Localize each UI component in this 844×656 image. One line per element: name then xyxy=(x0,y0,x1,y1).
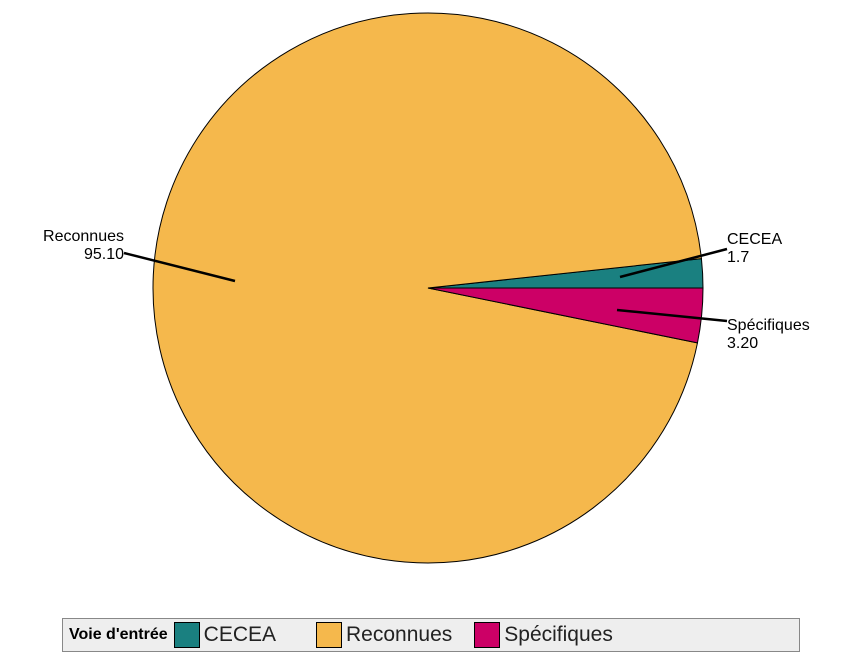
pie-slice-specifiques xyxy=(427,287,704,344)
legend-swatch-cecea xyxy=(173,622,200,648)
leader-line-reconnues xyxy=(123,251,236,283)
legend-label-reconnues: Reconnues xyxy=(346,623,453,646)
slice-value-reconnues: 95.10 xyxy=(84,246,124,263)
legend-label-cecea: CECEA xyxy=(203,623,277,646)
legend-item-cecea: CECEA xyxy=(173,622,277,648)
leader-line-cecea xyxy=(619,247,728,279)
slice-label-cecea: CECEA xyxy=(727,231,782,248)
legend-swatch-specifiques xyxy=(474,622,501,648)
legend-item-reconnues: Reconnues xyxy=(316,622,452,648)
slice-value-specifiques: 3.20 xyxy=(727,335,758,352)
leader-line-specifiques xyxy=(616,308,728,323)
legend-title: Voie d'entrée xyxy=(69,626,168,643)
legend-swatch-reconnues xyxy=(316,622,343,648)
legend-item-specifiques: Spécifiques xyxy=(474,622,613,648)
slice-label-specifiques: Spécifiques xyxy=(727,317,810,334)
slice-label-reconnues: Reconnues xyxy=(43,228,124,245)
slice-value-cecea: 1.7 xyxy=(727,249,749,266)
legend-label-specifiques: Spécifiques xyxy=(504,623,613,646)
pie-slice-reconnues xyxy=(152,12,702,564)
legend: Voie d'entrée CECEA Reconnues Spécifique… xyxy=(62,618,800,652)
